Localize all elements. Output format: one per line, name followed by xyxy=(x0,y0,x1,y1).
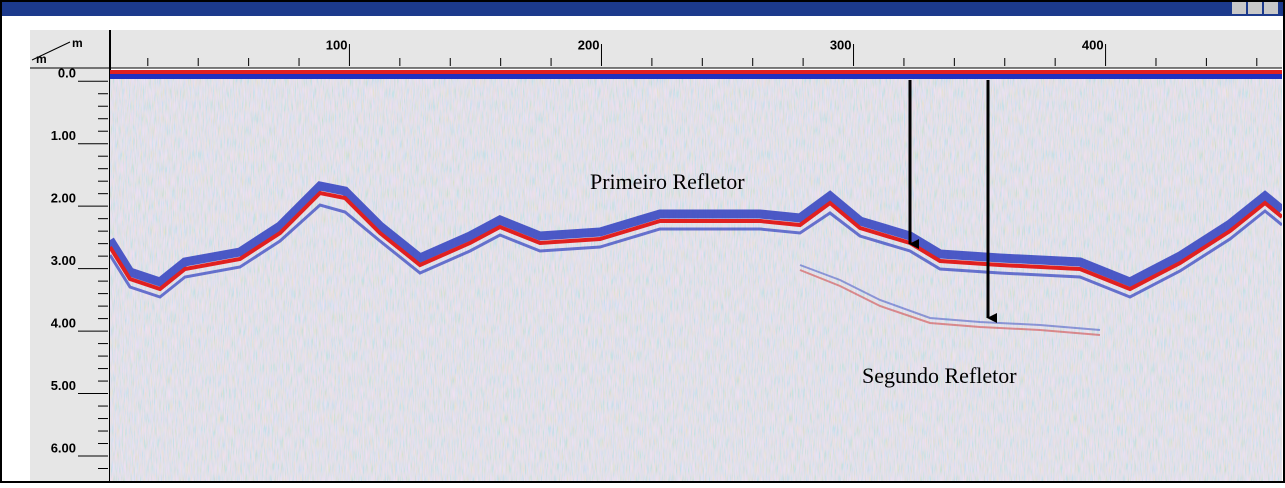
x-unit: m xyxy=(72,36,83,50)
window-button[interactable] xyxy=(1264,2,1278,14)
y-tick-label: 4.00 xyxy=(51,316,76,331)
window: m m Primeiro Refletor Segundo Refletor 1… xyxy=(0,0,1285,483)
distance-ruler xyxy=(110,30,1282,68)
y-tick-label: 6.00 xyxy=(51,440,76,455)
x-tick-label: 100 xyxy=(326,37,348,52)
surface-line xyxy=(110,74,1282,79)
x-tick-label: 300 xyxy=(830,37,852,52)
window-button[interactable] xyxy=(1232,2,1246,14)
y-tick-label: 2.00 xyxy=(51,191,76,206)
y-tick-label: 0.0 xyxy=(58,66,76,81)
y-tick-label: 5.00 xyxy=(51,378,76,393)
annotation: Primeiro Refletor xyxy=(590,169,745,194)
surface-line xyxy=(110,70,1282,74)
x-tick-label: 200 xyxy=(578,37,600,52)
y-unit: m xyxy=(36,52,47,66)
y-tick-label: 3.00 xyxy=(51,253,76,268)
x-tick-label: 400 xyxy=(1082,37,1104,52)
title-bar xyxy=(0,0,1285,16)
page: {"radargram": { "x_axis": {"unit": "m", … xyxy=(0,0,1285,483)
y-tick-label: 1.00 xyxy=(51,128,76,143)
radargram-image xyxy=(110,79,1282,481)
window-button[interactable] xyxy=(1248,2,1262,14)
annotation: Segundo Refletor xyxy=(862,363,1017,388)
